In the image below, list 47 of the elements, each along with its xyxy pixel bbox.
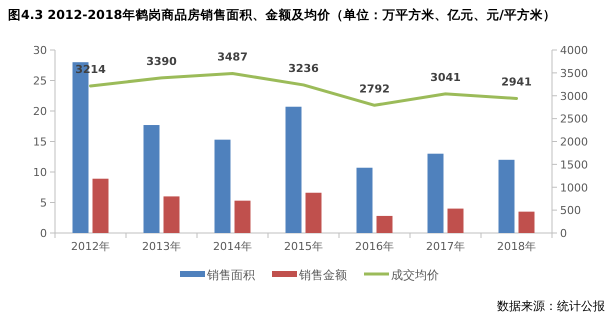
bar <box>164 196 180 233</box>
legend-label: 销售面积 <box>206 268 255 282</box>
y-tick-label: 15 <box>33 136 47 148</box>
data-label: 3487 <box>217 50 248 64</box>
data-label: 2792 <box>359 82 390 96</box>
y-tick-label: 10 <box>33 166 47 179</box>
bar <box>306 192 322 233</box>
y2-tick-label: 4000 <box>560 44 588 57</box>
bar <box>498 160 514 233</box>
y2-tick-label: 2000 <box>560 136 588 148</box>
y2-tick-label: 2500 <box>560 112 588 126</box>
x-tick-label: 2015年 <box>284 240 323 253</box>
legend-label: 成交均价 <box>391 268 439 282</box>
bar <box>356 168 372 233</box>
y2-tick-label: 1500 <box>560 158 588 172</box>
y-tick-label: 0 <box>40 227 47 240</box>
y2-tick-label: 3500 <box>560 66 588 80</box>
y-tick-label: 5 <box>40 196 47 210</box>
bar <box>376 216 392 233</box>
data-label: 3236 <box>288 62 320 75</box>
y-tick-label: 30 <box>33 44 47 57</box>
data-label: 3041 <box>430 70 461 84</box>
x-tick-label: 2012年 <box>71 240 110 253</box>
data-label: 3390 <box>146 54 178 68</box>
x-tick-label: 2014年 <box>213 240 252 253</box>
x-tick-label: 2017年 <box>426 240 465 253</box>
y2-tick-label: 1000 <box>560 181 588 194</box>
bar <box>92 178 108 233</box>
legend-label: 销售金额 <box>298 268 347 282</box>
chart-title: 图4.3 2012-2018年鹤岗商品房销售面积、金额及均价（单位：万平方米、亿元、元/平方米） <box>8 7 556 22</box>
x-tick-label: 2016年 <box>355 240 394 253</box>
y-tick-label: 20 <box>33 105 47 118</box>
bar <box>448 208 464 233</box>
bar <box>518 212 534 233</box>
y2-tick-label: 500 <box>560 204 581 218</box>
bar <box>214 140 230 233</box>
bar <box>144 125 160 233</box>
source-note: 数据来源：统计公报 <box>497 299 605 313</box>
bar <box>286 106 302 233</box>
bar <box>234 200 250 233</box>
bar <box>428 154 444 233</box>
y2-tick-label: 0 <box>560 227 567 240</box>
data-label: 2941 <box>501 75 532 88</box>
y-tick-label: 25 <box>33 74 47 88</box>
x-tick-label: 2013年 <box>142 240 181 253</box>
y2-tick-label: 3000 <box>560 90 588 103</box>
x-tick-label: 2018年 <box>497 240 536 253</box>
